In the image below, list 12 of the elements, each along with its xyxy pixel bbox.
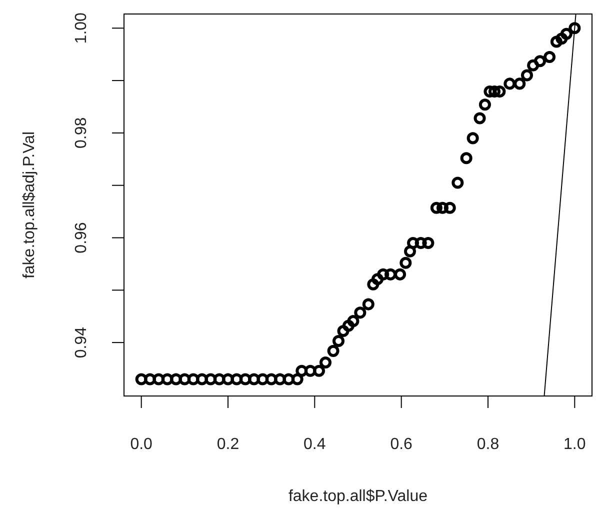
y-tick-label: 0.96 (73, 222, 90, 254)
x-axis-title: fake.top.all$P.Value (288, 488, 428, 505)
x-tick-label: 0.0 (130, 436, 153, 453)
y-tick-label: 0.94 (73, 326, 90, 358)
y-axis-title: fake.top.all$adj.P.Val (21, 131, 38, 279)
y-tick-label: 1.00 (73, 12, 90, 44)
y-tick-label: 0.98 (73, 117, 90, 149)
x-tick-label: 0.4 (304, 436, 326, 453)
x-tick-label: 0.6 (390, 436, 413, 453)
x-tick-label: 1.0 (564, 436, 586, 453)
x-tick-label: 0.8 (476, 436, 500, 453)
x-tick-label: 0.2 (216, 436, 240, 453)
